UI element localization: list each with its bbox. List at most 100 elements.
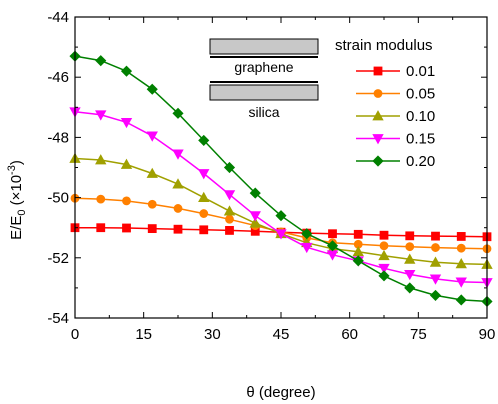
- inset-label-silica: silica: [248, 104, 279, 120]
- data-point: [120, 158, 133, 169]
- data-point: [326, 240, 339, 252]
- data-point: [378, 263, 390, 275]
- data-point: [122, 196, 131, 206]
- data-point: [172, 178, 184, 189]
- data-point: [249, 217, 261, 228]
- data-point: [456, 232, 466, 241]
- data-point: [404, 269, 416, 281]
- y-tick-label: -50: [47, 190, 69, 207]
- legend-marker: [373, 89, 383, 98]
- y-axis-label-tail: (×10: [8, 175, 25, 210]
- y-axis-label-main: E/E: [8, 216, 25, 240]
- series-0.15: [69, 107, 493, 289]
- x-tick-label: 45: [273, 326, 290, 343]
- y-tick-label: -46: [47, 69, 69, 86]
- legend-label: 0.01: [406, 63, 435, 80]
- y-tick-label: -48: [47, 129, 69, 146]
- data-point: [146, 131, 158, 142]
- y-axis-label-end: ): [8, 160, 25, 165]
- data-point: [95, 55, 107, 67]
- data-point: [223, 161, 236, 174]
- data-point: [431, 243, 440, 252]
- data-point: [122, 223, 131, 233]
- legend-marker: [372, 110, 384, 121]
- x-tick-label: 90: [479, 326, 496, 343]
- legend: strain modulus 0.01 0.05 0.10 0.15 0.20: [335, 37, 435, 170]
- x-tick-label: 0: [71, 326, 79, 343]
- legend-title: strain modulus: [335, 37, 433, 54]
- data-point: [147, 199, 157, 209]
- data-point: [223, 205, 236, 216]
- ticks-layer: 0 15 30 45 60 75 90 -44 -46 -48 -50 -52 -54: [47, 9, 495, 343]
- graphene-slab: [209, 38, 319, 55]
- data-point: [404, 282, 416, 294]
- series-line: [74, 197, 488, 250]
- data-point: [405, 242, 415, 252]
- data-point: [225, 214, 234, 224]
- x-tick-label: 30: [204, 326, 221, 343]
- series-0.05: [70, 193, 492, 254]
- y-axis-label: E/E0 (×10-3): [6, 160, 28, 240]
- legend-entry-0.01: 0.01: [356, 63, 435, 80]
- legend-label: 0.10: [406, 108, 435, 125]
- data-point: [455, 294, 467, 306]
- data-point: [198, 169, 210, 180]
- legend-label: 0.20: [406, 153, 435, 170]
- data-point: [96, 223, 106, 233]
- data-point: [456, 243, 466, 253]
- data-point: [146, 167, 158, 178]
- inset-silica: silica: [209, 81, 319, 120]
- data-point: [328, 229, 337, 239]
- data-point: [405, 231, 415, 241]
- data-point: [172, 107, 184, 119]
- legend-marker: [372, 134, 384, 145]
- data-point: [249, 187, 261, 199]
- data-point: [431, 231, 440, 241]
- data-point: [353, 229, 363, 239]
- series-0.20: [69, 50, 493, 308]
- data-point: [301, 242, 313, 254]
- data-point: [225, 226, 234, 235]
- data-point: [378, 270, 390, 282]
- y-tick-label: -52: [47, 250, 69, 267]
- data-point: [223, 190, 236, 201]
- data-point: [172, 149, 184, 160]
- x-tick-label: 15: [135, 326, 152, 343]
- data-point: [275, 229, 287, 240]
- data-point: [120, 117, 133, 129]
- data-point: [173, 224, 183, 234]
- legend-entry-0.10: 0.10: [356, 108, 435, 125]
- data-point: [455, 277, 467, 288]
- data-point: [95, 110, 107, 121]
- legend-marker: [373, 66, 383, 76]
- data-point: [379, 241, 389, 251]
- y-axis-label-sup: -3: [6, 165, 18, 175]
- y-axis-label-sub: 0: [16, 210, 28, 216]
- y-tick-label: -44: [47, 9, 69, 26]
- legend-entry-0.05: 0.05: [356, 86, 435, 103]
- legend-label: 0.15: [406, 131, 435, 148]
- data-point: [429, 256, 442, 267]
- silica-slab: [209, 84, 319, 101]
- data-point: [199, 225, 209, 235]
- data-point: [95, 154, 107, 165]
- y-tick-label: -54: [47, 310, 69, 327]
- data-point: [352, 255, 364, 267]
- inset-label-graphene: graphene: [234, 59, 293, 75]
- data-point: [455, 257, 467, 269]
- data-point: [198, 191, 210, 203]
- legend-entry-0.15: 0.15: [356, 131, 435, 148]
- data-point: [96, 194, 106, 204]
- legend-marker: [372, 155, 384, 167]
- x-axis-label: θ (degree): [246, 384, 315, 401]
- legend-label: 0.05: [406, 86, 435, 103]
- data-point: [199, 209, 209, 218]
- data-point: [301, 228, 313, 240]
- data-point: [173, 204, 183, 213]
- data-point: [429, 289, 442, 301]
- x-tick-label: 60: [341, 326, 358, 343]
- data-point: [275, 210, 287, 222]
- x-tick-label: 75: [410, 326, 427, 343]
- inset-graphene: graphene: [209, 38, 319, 75]
